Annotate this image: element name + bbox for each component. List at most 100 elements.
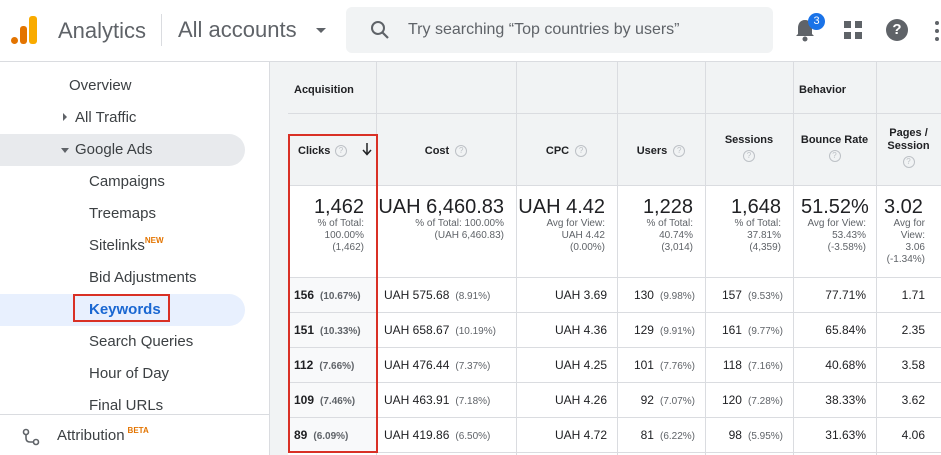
cell-value: 4.06 — [901, 428, 925, 442]
cell-users: 81 (6.22%) — [617, 418, 705, 453]
cell-value: UAH 658.67 — [384, 323, 450, 337]
cell-value: UAH 4.25 — [554, 358, 607, 372]
cell-percent: (6.50%) — [455, 431, 491, 442]
cell-value: 77.71% — [825, 288, 866, 302]
cell-cpc: UAH 4.36 — [516, 313, 617, 348]
app-name[interactable]: Analytics — [58, 18, 147, 43]
cell-percent: (7.18%) — [455, 396, 491, 407]
cell-pages: 3.58 — [876, 348, 941, 383]
cell-value: 3.58 — [901, 358, 925, 372]
cell-value: 157 — [721, 288, 742, 302]
cell-clicks: 112 (7.66%) — [288, 348, 376, 383]
cell-value: 151 — [294, 323, 315, 337]
col-header-bounce-rate[interactable]: Bounce Rate ? — [793, 114, 876, 186]
cell-cpc: UAH 4.72 — [516, 418, 617, 453]
search-input[interactable] — [408, 20, 758, 40]
cell-bounce: 31.63% — [793, 418, 876, 453]
sidebar-item-campaigns[interactable]: Campaigns — [89, 173, 165, 190]
help-question-icon[interactable]: ? — [575, 145, 588, 158]
sidebar-item-bid-adjustments[interactable]: Bid Adjustments — [89, 269, 197, 286]
cell-value: 3.62 — [901, 393, 925, 407]
attribution-icon — [22, 428, 40, 446]
cell-percent: (5.95%) — [747, 431, 783, 442]
top-bar: Analytics All accounts 3 ? — [0, 0, 941, 62]
cell-percent: (10.19%) — [455, 326, 496, 337]
help-question-icon[interactable]: ? — [743, 150, 755, 163]
report-content: Acquisition Behavior Clicks ? Cost? CPC?… — [270, 62, 941, 455]
sidebar-item-final-urls[interactable]: Final URLs — [89, 397, 164, 414]
total-sessions: 1,648 % of Total: 37.81% (4,359) — [705, 186, 793, 278]
beta-badge: BETA — [127, 426, 149, 435]
cell-value: 120 — [721, 393, 742, 407]
sidebar-item-search-queries[interactable]: Search Queries — [89, 333, 194, 350]
cell-sessions: 157 (9.53%) — [705, 278, 793, 313]
sidebar: Overview All Traffic Google Ads Campaign… — [0, 62, 270, 455]
sidebar-item-all-traffic[interactable]: All Traffic — [0, 102, 245, 134]
cell-bounce: 40.68% — [793, 348, 876, 383]
help-question-icon[interactable]: ? — [902, 156, 915, 169]
sidebar-item-treemaps[interactable]: Treemaps — [89, 205, 156, 222]
cell-value: UAH 575.68 — [384, 288, 450, 302]
help-question-icon[interactable]: ? — [828, 150, 841, 163]
cell-value: 40.68% — [825, 358, 866, 372]
sidebar-item-attribution[interactable]: Attribution BETA — [57, 426, 149, 444]
cell-clicks: 109 (7.46%) — [288, 383, 376, 418]
apps-grid-icon[interactable] — [844, 21, 862, 39]
cell-value: UAH 4.26 — [554, 393, 607, 407]
cell-percent: (9.91%) — [659, 326, 695, 337]
col-header-cost[interactable]: Cost? — [376, 114, 516, 186]
cell-bounce: 77.71% — [793, 278, 876, 313]
cell-percent: (10.67%) — [320, 291, 361, 302]
keywords-highlight-box — [73, 294, 170, 322]
more-vert-icon[interactable] — [934, 21, 940, 41]
col-header-sessions[interactable]: Sessions ? — [705, 114, 793, 186]
search-bar[interactable] — [346, 7, 773, 53]
sidebar-item-sitelinks[interactable]: SitelinksNEW — [89, 236, 164, 254]
cell-value: 81 — [640, 428, 654, 442]
search-icon — [371, 21, 389, 39]
cell-sessions: 120 (7.28%) — [705, 383, 793, 418]
cell-clicks: 156 (10.67%) — [288, 278, 376, 313]
sort-down-icon[interactable] — [362, 142, 372, 156]
cell-sessions: 118 (7.16%) — [705, 348, 793, 383]
cell-value: 156 — [294, 288, 315, 302]
cell-pages: 3.62 — [876, 383, 941, 418]
total-cpc: UAH 4.42 Avg for View: UAH 4.42 (0.00%) — [516, 186, 617, 278]
column-divider — [793, 62, 794, 455]
cell-value: 65.84% — [825, 323, 866, 337]
help-question-icon[interactable]: ? — [455, 145, 468, 158]
cell-cpc: UAH 4.26 — [516, 383, 617, 418]
column-divider — [516, 62, 517, 455]
col-header-users[interactable]: Users? — [617, 114, 705, 186]
help-question-icon[interactable]: ? — [335, 145, 347, 157]
cell-pages: 4.06 — [876, 418, 941, 453]
cell-cost: UAH 463.91 (7.18%) — [376, 383, 516, 418]
sidebar-divider — [0, 414, 270, 415]
cell-value: 101 — [633, 358, 654, 372]
help-icon[interactable]: ? — [886, 19, 908, 41]
cell-value: 130 — [633, 288, 654, 302]
cell-value: UAH 463.91 — [384, 393, 450, 407]
clicks-highlight-box — [288, 134, 378, 453]
cell-cost: UAH 419.86 (6.50%) — [376, 418, 516, 453]
cell-sessions: 98 (5.95%) — [705, 418, 793, 453]
report-table: Acquisition Behavior Clicks ? Cost? CPC?… — [288, 62, 941, 455]
account-selector[interactable]: All accounts — [178, 17, 297, 42]
cell-bounce: 65.84% — [793, 313, 876, 348]
cell-value: 118 — [722, 358, 742, 372]
col-header-clicks[interactable]: Clicks ? — [288, 114, 376, 186]
analytics-logo-icon[interactable] — [11, 16, 39, 44]
col-header-pages-session[interactable]: Pages / Session ? — [876, 114, 941, 186]
cell-value: 38.33% — [825, 393, 866, 407]
cell-percent: (7.66%) — [319, 361, 355, 372]
cell-pages: 2.35 — [876, 313, 941, 348]
help-question-icon[interactable]: ? — [673, 145, 686, 158]
sidebar-item-overview[interactable]: Overview — [69, 77, 132, 94]
cell-value: 1.71 — [901, 288, 925, 302]
sidebar-item-google-ads[interactable]: Google Ads — [0, 134, 245, 166]
sidebar-item-hour-of-day[interactable]: Hour of Day — [89, 365, 170, 382]
header-divider — [161, 14, 162, 46]
chevron-down-icon[interactable] — [316, 28, 326, 33]
total-users: 1,228 % of Total: 40.74% (3,014) — [617, 186, 705, 278]
col-header-cpc[interactable]: CPC? — [516, 114, 617, 186]
